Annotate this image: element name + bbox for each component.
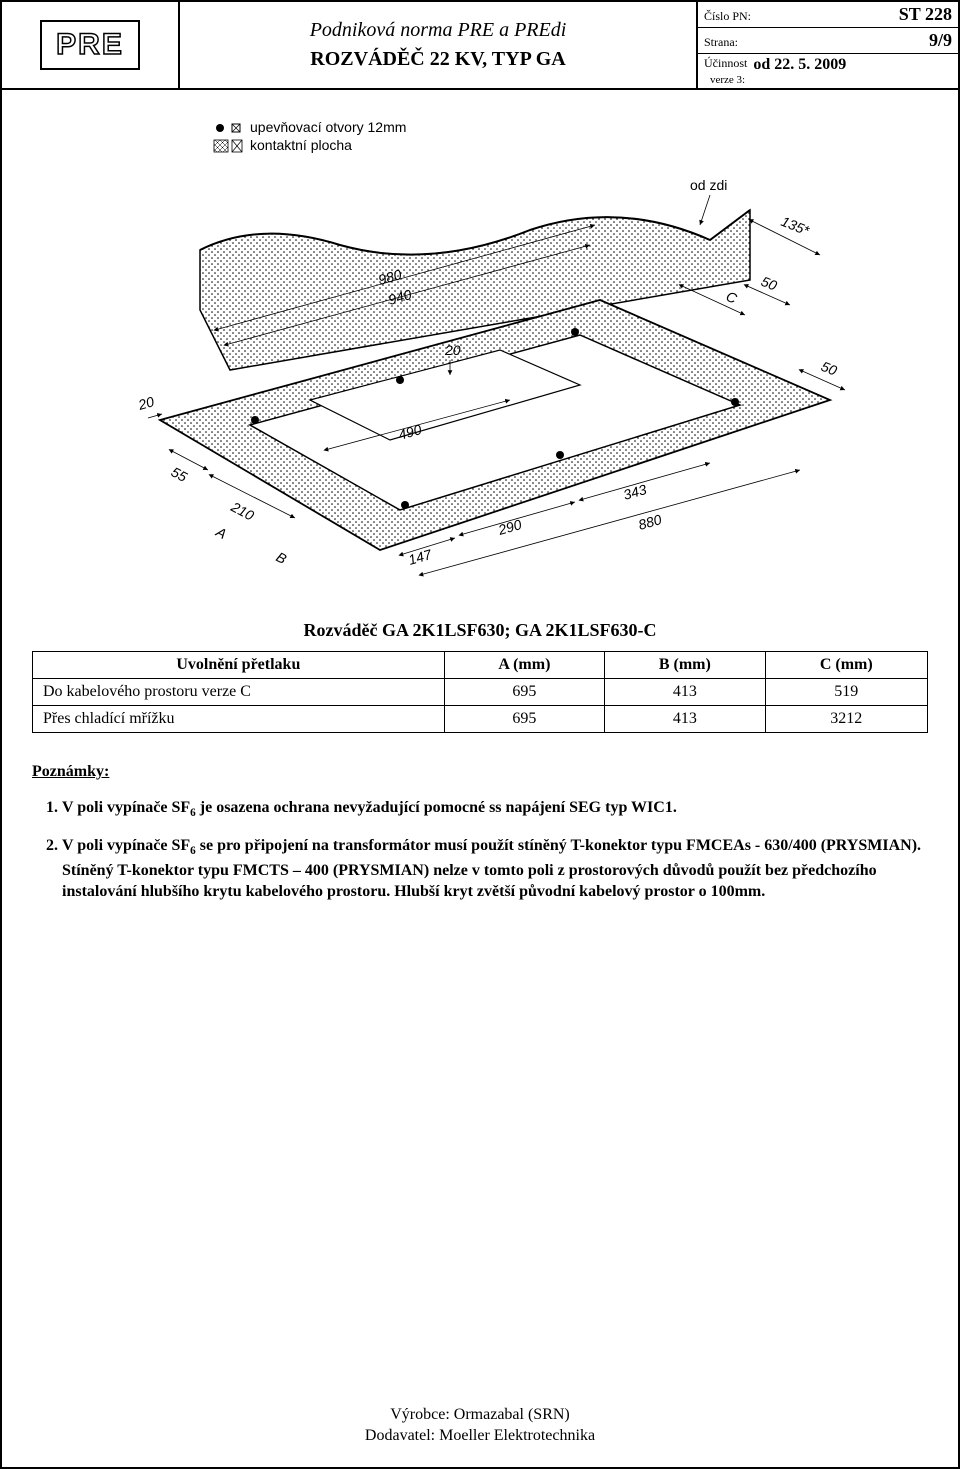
meta-row-ucinnost: Účinnost od 22. 5. 2009 verze 3:	[698, 54, 958, 88]
dim-343: 343	[621, 481, 648, 503]
legend-contact-label: kontaktní plocha	[250, 137, 352, 153]
meta-row-strana: Strana: 9/9	[698, 28, 958, 54]
od-zdi-label: od zdi	[690, 177, 727, 193]
table-cell: 695	[444, 706, 604, 733]
meta-cell: Číslo PN: ST 228 Strana: 9/9 Účinnost od…	[698, 2, 958, 88]
section-title: Rozváděč GA 2K1LSF630; GA 2K1LSF630-C	[32, 620, 928, 641]
meta-value: od 22. 5. 2009	[747, 56, 952, 74]
page: PRE Podniková norma PRE a PREdi ROZVÁDĚČ…	[0, 0, 960, 1469]
dim-210: 210	[228, 498, 257, 524]
dim-50b: 50	[819, 358, 840, 379]
table-header: B (mm)	[605, 652, 765, 679]
meta-label: Číslo PN:	[704, 9, 751, 24]
dim-55: 55	[169, 464, 190, 486]
diagram-wrap: upevňovací otvory 12mm kontaktní plocha …	[32, 110, 928, 590]
dim-135: 135*	[779, 213, 812, 239]
note-text-post: je osazena ochrana nevyžadující pomocné …	[196, 799, 677, 816]
dim-290: 290	[495, 516, 523, 538]
note-item: V poli vypínače SF6 se pro připojení na …	[62, 835, 928, 902]
dim-C: C	[724, 288, 740, 307]
table-header-row: Uvolnění přetlaku A (mm) B (mm) C (mm)	[33, 652, 928, 679]
hole-icon	[571, 328, 579, 336]
content: upevňovací otvory 12mm kontaktní plocha …	[2, 90, 958, 929]
technical-diagram: upevňovací otvory 12mm kontaktní plocha …	[100, 110, 860, 590]
table-cell: 695	[444, 679, 604, 706]
table-cell: 413	[605, 706, 765, 733]
legend: upevňovací otvory 12mm kontaktní plocha	[214, 119, 406, 153]
meta-label: Strana:	[704, 35, 738, 50]
title-bottom: ROZVÁDĚČ 22 KV, TYP GA	[310, 48, 565, 71]
title-cell: Podniková norma PRE a PREdi ROZVÁDĚČ 22 …	[180, 2, 698, 88]
notes-heading: Poznámky:	[32, 763, 928, 781]
table-cell: Přes chladící mřížku	[33, 706, 445, 733]
legend-hole-label: upevňovací otvory 12mm	[250, 119, 406, 135]
hole-icon	[396, 376, 404, 384]
hole-icon	[556, 451, 564, 459]
note-text-pre: V poli vypínače SF	[62, 799, 190, 816]
header: PRE Podniková norma PRE a PREdi ROZVÁDĚČ…	[2, 2, 958, 90]
table-cell: 519	[765, 679, 927, 706]
data-table: Uvolnění přetlaku A (mm) B (mm) C (mm) D…	[32, 651, 928, 733]
table-header: A (mm)	[444, 652, 604, 679]
table-row: Přes chladící mřížku 695 413 3212	[33, 706, 928, 733]
notes-list: V poli vypínače SF6 je osazena ochrana n…	[32, 797, 928, 903]
hole-icon	[401, 501, 409, 509]
meta-row-cislo: Číslo PN: ST 228	[698, 2, 958, 28]
dim-50a: 50	[759, 273, 780, 294]
table-header: C (mm)	[765, 652, 927, 679]
table-cell: 3212	[765, 706, 927, 733]
meta-value: 9/9	[738, 30, 952, 51]
logo-text: PRE	[56, 28, 124, 62]
logo-box: PRE	[40, 20, 140, 70]
table-row: Do kabelového prostoru verze C 695 413 5…	[33, 679, 928, 706]
hole-icon	[731, 398, 739, 406]
table-cell: 413	[605, 679, 765, 706]
dim-20b: 20	[444, 342, 461, 358]
dim-A: A	[213, 523, 230, 542]
dim-147: 147	[406, 546, 434, 568]
note-item: V poli vypínače SF6 je osazena ochrana n…	[62, 797, 928, 821]
note-text-pre: V poli vypínače SF	[62, 837, 190, 854]
meta-verze: verze 3:	[704, 74, 745, 86]
logo-cell: PRE	[2, 2, 180, 88]
table-cell: Do kabelového prostoru verze C	[33, 679, 445, 706]
footer-line1: Výrobce: Ormazabal (SRN)	[2, 1405, 958, 1426]
dim-20a: 20	[135, 393, 156, 413]
footer: Výrobce: Ormazabal (SRN) Dodavatel: Moel…	[2, 1405, 958, 1447]
table-header: Uvolnění přetlaku	[33, 652, 445, 679]
meta-label: Účinnost	[704, 56, 747, 74]
footer-line2: Dodavatel: Moeller Elektrotechnika	[2, 1426, 958, 1447]
dim-B: B	[274, 549, 290, 568]
title-top: Podniková norma PRE a PREdi	[310, 19, 567, 42]
meta-value: ST 228	[751, 4, 952, 25]
hole-icon	[251, 416, 259, 424]
